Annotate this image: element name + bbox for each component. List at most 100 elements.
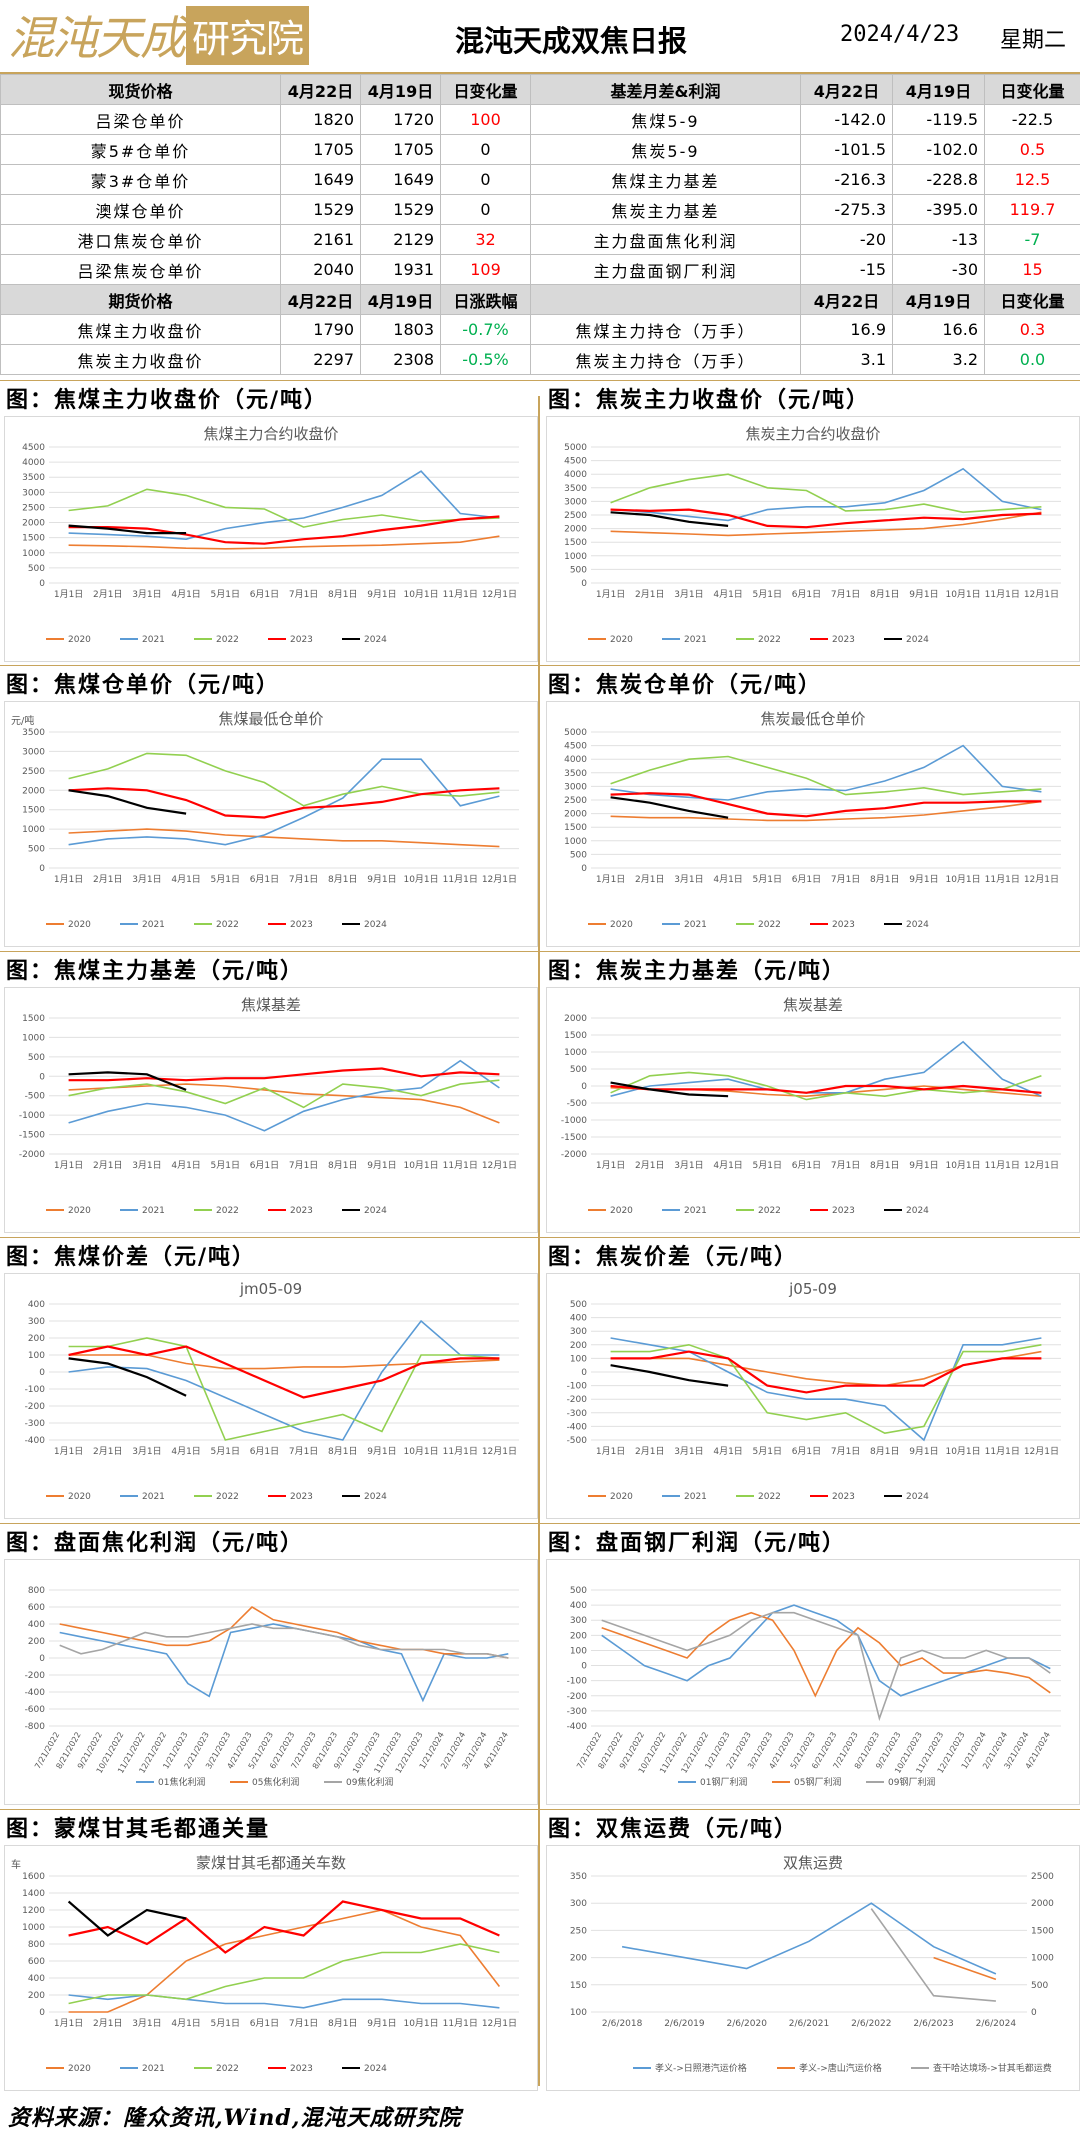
x-tick-label: 4月1日 (171, 874, 200, 885)
x-tick-label: 11月1日 (443, 1446, 478, 1457)
x-tick-label: 5月1日 (753, 874, 782, 885)
spot_table-cell: -395.0 (892, 194, 985, 225)
x-tick-label: 8月1日 (870, 589, 899, 600)
y-tick-label: 500 (570, 1300, 587, 1310)
spot_table-cell: -119.5 (892, 104, 985, 135)
x-tick-label: 2/6/2021 (789, 2019, 829, 2029)
x-tick-label: 12月1日 (1024, 874, 1059, 885)
report-title: 混沌天成双焦日报 (455, 24, 688, 58)
series-line-2022 (68, 1943, 500, 2005)
chart-title: 焦煤基差 (240, 996, 301, 1014)
series-line-2023 (68, 515, 500, 545)
y-tick-label: 4000 (564, 755, 587, 765)
futures_table-cell: 16.9 (800, 314, 893, 345)
section-title-right: 图：盘面钢厂利润（元/吨） (548, 1530, 847, 1556)
series-line-2024 (68, 524, 187, 535)
legend-item: 2021 (662, 1206, 707, 1216)
futures_table-cell: 0.3 (984, 314, 1080, 345)
x-tick-label: 7月1日 (289, 2018, 318, 2029)
x-tick-label: 5月1日 (753, 1446, 782, 1457)
series-line-2020 (610, 1350, 1042, 1387)
legend-label: 2020 (68, 1206, 91, 1216)
y-tick-label: 1000 (22, 1923, 45, 1933)
spot_table-cell: -20 (800, 224, 893, 255)
y-tick-label: -400 (25, 1688, 46, 1698)
chart-title: jm05-09 (239, 1280, 303, 1298)
legend-item: 孝义->日照港汽运价格 (633, 2062, 747, 2074)
futures_table-cell: 0.0 (984, 344, 1080, 375)
chart-svg: 100 150 200 250 300 350 0 500 1000 1500 2000 2500 2/… (570, 1872, 1054, 2074)
y-tick-label: 1500 (22, 1014, 45, 1024)
x-tick-label: 7月1日 (831, 1446, 860, 1457)
spot_table-row: 蒙5#仓单价 1705 1705 0 焦炭5-9 -101.5 -102.0 0.5 (0, 134, 1080, 165)
legend-label: 2023 (290, 635, 313, 645)
legend-item: 2024 (342, 1492, 387, 1502)
futures_table-header-cell: 4月22日 (280, 284, 361, 315)
chart-svg: 0 500 1000 1500 2000 2500 3000 3500 4000 4500 5000… (564, 728, 1061, 930)
x-tick-label: 2月1日 (93, 2018, 122, 2029)
legend-label: 2024 (906, 635, 929, 645)
y-tick-label: 600 (28, 1957, 45, 1967)
y-tick-label: 500 (570, 850, 587, 860)
y2-tick-label: 1500 (1031, 1926, 1054, 1936)
x-tick-label: 1月1日 (54, 1160, 83, 1171)
y-tick-label: 0 (581, 1662, 587, 1672)
y-tick-label: -400 (25, 1436, 46, 1446)
section-title-left: 图：盘面焦化利润（元/吨） (6, 1530, 305, 1556)
spot_table-cell: 1820 (280, 104, 361, 135)
y-tick-label: 3000 (564, 782, 587, 792)
chart-panel: 0 500 1000 1500 2000 2500 3000 3500 元/吨 1月1日 2月1日 3… (4, 701, 538, 947)
x-tick-label: 1月1日 (596, 589, 625, 600)
y2-tick-label: 0 (1031, 2008, 1037, 2018)
legend-label: 2021 (142, 1206, 165, 1216)
x-tick-label: 2/6/2020 (727, 2019, 768, 2029)
spot_table-cell: 主力盘面钢厂利润 (530, 254, 801, 285)
x-tick-label: 1月1日 (54, 1446, 83, 1457)
y-tick-label: 500 (28, 1053, 45, 1063)
series-line-2024 (610, 1364, 729, 1387)
spot_table-cell: -142.0 (800, 104, 893, 135)
x-tick-label: 7月1日 (289, 589, 318, 600)
y-tick-label: -1500 (561, 1133, 587, 1143)
y-tick-label: -200 (25, 1671, 46, 1681)
legend-label: 2021 (142, 1492, 165, 1502)
y-tick-label: 3500 (22, 473, 45, 483)
x-tick-label: 5月1日 (211, 1446, 240, 1457)
spot_table-cell: -216.3 (800, 164, 893, 195)
y2-tick-label: 2000 (1031, 1899, 1054, 1909)
legend-label: 2022 (758, 1206, 781, 1216)
y-tick-label: 1500 (564, 538, 587, 548)
legend-item: 2020 (46, 1206, 91, 1216)
series-line-2022 (68, 1337, 500, 1441)
y-tick-label: 5000 (564, 728, 587, 738)
legend-label: 2024 (364, 2064, 387, 2074)
legend-label: 2021 (142, 2064, 165, 2074)
x-tick-label: 8月1日 (328, 1160, 357, 1171)
legend-item: 01钢厂利润 (678, 1776, 747, 1788)
x-tick-label: 4月1日 (713, 1160, 742, 1171)
x-tick-label: 12月1日 (482, 1160, 517, 1171)
futures_table-cell: 2297 (280, 344, 361, 375)
series-line-2020 (610, 511, 1042, 537)
y-axis-label: 车 (11, 1858, 21, 1871)
x-tick-label: 10月1日 (945, 874, 980, 885)
legend-item: 09焦化利润 (324, 1776, 393, 1788)
y-tick-label: 2000 (564, 1014, 587, 1024)
legend-label: 2024 (364, 920, 387, 930)
legend-label: 2022 (758, 635, 781, 645)
y-tick-label: 3000 (22, 488, 45, 498)
y-tick-label: 200 (28, 1637, 45, 1647)
x-tick-label: 12月1日 (482, 1446, 517, 1457)
y-tick-label: 300 (570, 1899, 587, 1909)
x-tick-label: 5月1日 (211, 874, 240, 885)
series-line-2023 (68, 787, 500, 819)
futures_table-cell: 3.2 (892, 344, 985, 375)
legend-label: 孝义->日照港汽运价格 (655, 2062, 747, 2074)
series-line-2022 (610, 755, 1042, 796)
x-tick-label: 6月1日 (792, 589, 821, 600)
y-tick-label: 250 (570, 1926, 587, 1936)
x-tick-label: 3月1日 (132, 589, 161, 600)
y-tick-label: 150 (570, 1981, 587, 1991)
futures_table-cell: 1790 (280, 314, 361, 345)
x-tick-label: 10月1日 (403, 589, 438, 600)
